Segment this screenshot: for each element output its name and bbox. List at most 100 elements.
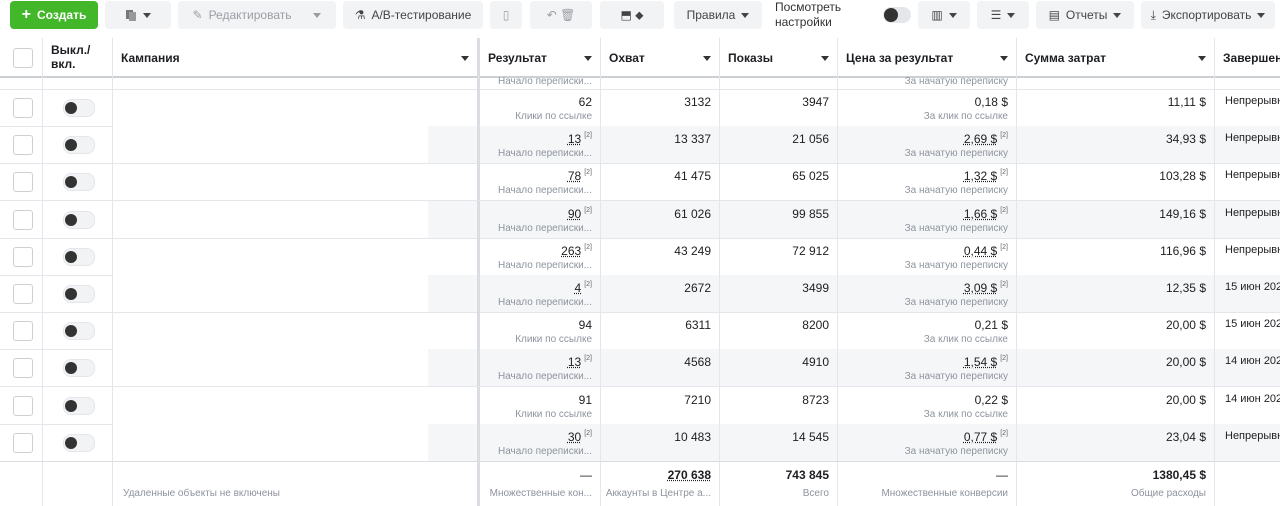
cost-value: 1,32 $: [963, 169, 998, 184]
row-checkbox[interactable]: [13, 98, 33, 118]
impressions: 14 545: [792, 430, 829, 444]
campaign-toggle[interactable]: [63, 136, 95, 155]
table-cell: 2,69 $ [2] За начатую переписку: [838, 126, 1017, 164]
row-checkbox[interactable]: [13, 246, 33, 267]
sort-caret[interactable]: [584, 56, 592, 61]
campaign-row: 263 [2] Начало переписки... 43 249 72 912 0,4…: [0, 237, 1280, 276]
result-value: 13: [567, 355, 582, 370]
table-cell: [0, 163, 43, 201]
columns-button[interactable]: ▥: [918, 1, 970, 29]
table-cell: 14 июн 2021: [1215, 349, 1280, 387]
campaign-toggle[interactable]: [63, 359, 95, 378]
view-settings-toggle[interactable]: [883, 7, 911, 23]
footnote-marker: [2]: [1000, 281, 1008, 288]
table-cell: 0,77 $ [2] За начатую переписку: [838, 423, 1017, 461]
table-cell: 4 [2] Начало переписки...: [480, 275, 601, 312]
campaign-toggle[interactable]: [63, 433, 95, 452]
export-button[interactable]: ⤓ Экспортировать: [1141, 1, 1275, 29]
table-cell: 3132: [601, 89, 720, 126]
result: 94: [579, 318, 592, 332]
row-checkbox[interactable]: [13, 358, 33, 379]
sort-caret[interactable]: [1000, 56, 1008, 61]
table-cell: [0, 89, 43, 126]
campaign-toggle[interactable]: [63, 210, 95, 229]
total-cost-subtext: Множественные конверсии: [881, 488, 1008, 499]
campaign-row: 91 Клики по ссылке 7210 8723 0,22 $ За клик п…: [0, 386, 1280, 425]
row-checkbox[interactable]: [13, 172, 33, 193]
end-date: Непрерывно: [1225, 95, 1280, 107]
row-checkbox[interactable]: [13, 284, 33, 304]
toggle-knob: [65, 399, 77, 412]
table-cell: [0, 312, 43, 350]
create-button[interactable]: + Создать: [10, 1, 98, 29]
table-cell: 1,66 $ [2] За начатую переписку: [838, 200, 1017, 238]
result: 91: [579, 393, 592, 407]
result-value: 62: [578, 95, 592, 109]
table-cell: 30 [2] Начало переписки...: [480, 423, 601, 461]
campaign-toggle[interactable]: [63, 99, 95, 117]
create-label: Создать: [36, 8, 87, 22]
ab-test-button[interactable]: ⚗ A/B-тестирование: [343, 1, 483, 29]
table-cell: 13 [2] Начало переписки...: [480, 349, 601, 387]
cost-subtext: За клик по ссылке: [923, 111, 1008, 122]
header-cell: Кампания: [113, 38, 480, 76]
toggle-knob: [65, 213, 77, 226]
table-cell: 4910: [720, 349, 838, 387]
table-cell: — Множественные конверсии: [838, 462, 1017, 506]
row-checkbox[interactable]: [13, 432, 33, 453]
result-subtext: Начало переписки...: [497, 297, 592, 308]
view-settings-label: Посмотреть настройки: [775, 0, 842, 29]
table-cell: [43, 386, 113, 424]
reports-label: Отчеты: [1065, 8, 1108, 22]
row-checkbox[interactable]: [13, 135, 33, 156]
table-cell: 1,32 $ [2] За начатую переписку: [838, 163, 1017, 201]
sort-caret[interactable]: [821, 56, 829, 61]
row-checkbox[interactable]: [13, 209, 33, 230]
row-checkbox[interactable]: [13, 321, 33, 342]
reach-value: 13 337: [674, 132, 711, 147]
result-subtext: Клики по ссылке: [515, 408, 592, 420]
spend: 11,11 $: [1168, 95, 1206, 109]
ab-test-label: A/B-тестирование: [371, 8, 472, 22]
campaign-row: 90 [2] Начало переписки... 61 026 99 855 1,66…: [0, 200, 1280, 239]
result-value: 78: [567, 169, 582, 184]
edit-button[interactable]: ✎ Редактировать: [178, 1, 336, 29]
header-label: Выкл./вкл.: [51, 43, 91, 71]
table-cell: [1215, 76, 1280, 89]
total-result-subtext: Множественные кон...: [489, 488, 592, 499]
row-checkbox[interactable]: [13, 395, 33, 416]
footnote-marker: [2]: [1000, 132, 1008, 140]
table-cell: 14 июн 2021: [1215, 387, 1280, 424]
impressions: 65 025: [792, 169, 829, 183]
breakdown-button[interactable]: ☰: [977, 1, 1029, 29]
impressions: 8200: [802, 318, 829, 332]
footnote-marker: [2]: [584, 281, 592, 288]
table-cell: 6311: [601, 312, 720, 350]
campaign-toggle[interactable]: [63, 396, 95, 415]
sort-caret[interactable]: [703, 56, 711, 61]
select-all-checkbox[interactable]: [13, 48, 33, 68]
table-cell: [0, 76, 43, 89]
footnote-marker: [2]: [1000, 206, 1008, 214]
cost-subtext: За клик по ссылке: [923, 408, 1008, 420]
sort-caret[interactable]: [461, 56, 469, 61]
cost-subtext: За начатую переписку: [904, 222, 1008, 234]
preview-tag-buttons[interactable]: ⬒ ⬥: [600, 1, 664, 29]
table-cell: [0, 386, 43, 424]
clipboard-button[interactable]: ▯: [490, 1, 522, 29]
campaign-toggle[interactable]: [63, 285, 95, 303]
campaign-toggle[interactable]: [63, 322, 95, 341]
table-cell: 20,00 $: [1017, 349, 1215, 387]
table-cell: 99 855: [720, 200, 838, 238]
campaign-toggle[interactable]: [63, 247, 95, 266]
rules-button[interactable]: Правила: [674, 1, 762, 29]
table-cell: Удаленные объекты не включены: [113, 462, 480, 506]
duplicate-button[interactable]: [105, 1, 171, 29]
campaign-toggle[interactable]: [63, 173, 95, 192]
table-cell: 263 [2] Начало переписки...: [480, 237, 601, 275]
table-cell: [0, 349, 43, 387]
cost-subtext: За клик по ссылке: [923, 334, 1008, 346]
sort-caret[interactable]: [1198, 56, 1206, 61]
undo-delete-buttons[interactable]: ↶ 🗑: [530, 1, 592, 29]
reports-button[interactable]: ▤ Отчеты: [1036, 1, 1134, 29]
